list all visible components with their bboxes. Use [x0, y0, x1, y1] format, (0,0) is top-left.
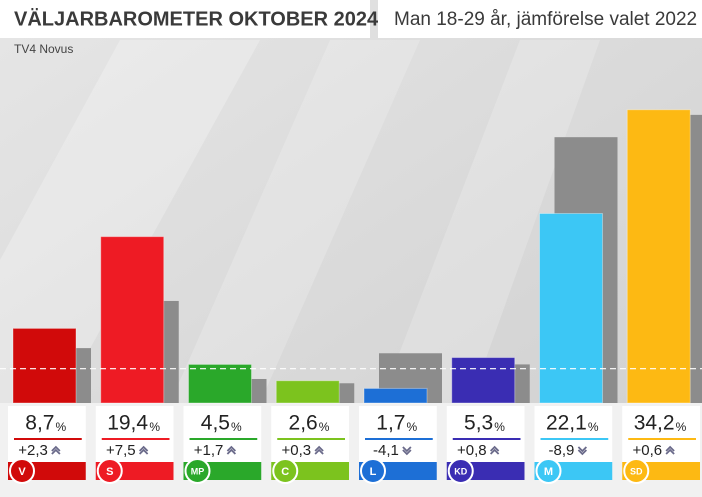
change-label: +0,8	[457, 442, 487, 459]
change-label: +2,3	[18, 442, 48, 459]
value-label: 8,7	[25, 412, 54, 435]
bar	[100, 236, 165, 404]
party-label: M	[544, 466, 553, 478]
change-arrow	[226, 448, 237, 455]
change-arrow	[489, 445, 500, 452]
unit-label: %	[406, 420, 417, 434]
party-badge	[535, 458, 562, 484]
value-cell	[8, 406, 86, 462]
unit-label: %	[149, 420, 160, 434]
change-arrow	[51, 448, 61, 455]
change-arrow	[665, 448, 675, 455]
party-label: V	[18, 466, 26, 478]
party-badge	[360, 458, 386, 484]
value-cell	[446, 406, 525, 462]
value-cell	[95, 406, 174, 462]
change-arrow	[314, 445, 324, 452]
bar	[188, 363, 252, 404]
change-arrow	[402, 449, 412, 456]
change-arrow	[51, 445, 61, 452]
change-arrow	[138, 448, 149, 455]
chart-subtitle: Man 18-29 år, jämförelse valet 2022	[394, 9, 697, 30]
change-arrow	[577, 446, 588, 453]
unit-label: %	[676, 420, 687, 434]
value-cell	[359, 406, 437, 462]
change-label: -4,1	[373, 442, 399, 459]
unit-label: %	[494, 420, 505, 434]
bar	[626, 109, 691, 404]
unit-label: %	[319, 420, 330, 434]
party-label: S	[106, 466, 113, 478]
change-label: +1,7	[194, 442, 224, 459]
bar	[12, 327, 77, 404]
stripe	[0, 40, 260, 403]
subtitle-box	[378, 0, 702, 38]
change-arrow	[402, 446, 412, 453]
party-badge	[447, 458, 474, 484]
bar	[539, 212, 603, 404]
party-label: C	[281, 466, 289, 478]
party-badge	[184, 458, 211, 484]
bar	[363, 387, 428, 404]
value-label: 19,4	[107, 412, 148, 435]
change-arrow	[138, 445, 149, 452]
change-label: +7,5	[106, 442, 136, 459]
party-badge	[96, 458, 123, 484]
change-arrow	[314, 448, 324, 455]
change-arrow	[226, 445, 237, 452]
party-label: KD	[454, 466, 467, 476]
value-label: 1,7	[376, 412, 405, 435]
party-label: SD	[630, 466, 643, 476]
stripe	[380, 40, 600, 403]
party-badge	[272, 458, 299, 484]
party-label: MP	[191, 466, 205, 476]
party-label: L	[370, 466, 377, 478]
change-label: +0,3	[282, 442, 312, 459]
value-label: 34,2	[634, 412, 675, 435]
change-arrow	[489, 448, 500, 455]
change-label: +0,6	[633, 442, 663, 459]
party-badge	[9, 458, 35, 484]
change-arrow	[665, 445, 675, 452]
value-cell	[622, 406, 700, 462]
change-arrow	[577, 449, 588, 456]
bar	[275, 380, 340, 404]
change-label: -8,9	[549, 442, 575, 459]
stripe	[170, 40, 420, 403]
bar	[451, 357, 516, 404]
value-label: 4,5	[201, 412, 230, 435]
source: TV4 Novus	[14, 42, 73, 56]
chart-title: VÄLJARBAROMETER OKTOBER 2024	[14, 7, 379, 30]
unit-label: %	[231, 420, 242, 434]
unit-label: %	[55, 420, 66, 434]
value-cell	[183, 406, 262, 462]
value-cell	[271, 406, 349, 462]
value-cell	[534, 406, 613, 462]
value-label: 22,1	[546, 412, 587, 435]
title-box	[0, 0, 370, 38]
value-label: 5,3	[464, 412, 493, 435]
unit-label: %	[588, 420, 599, 434]
value-label: 2,6	[289, 412, 318, 435]
party-badge	[623, 458, 650, 484]
